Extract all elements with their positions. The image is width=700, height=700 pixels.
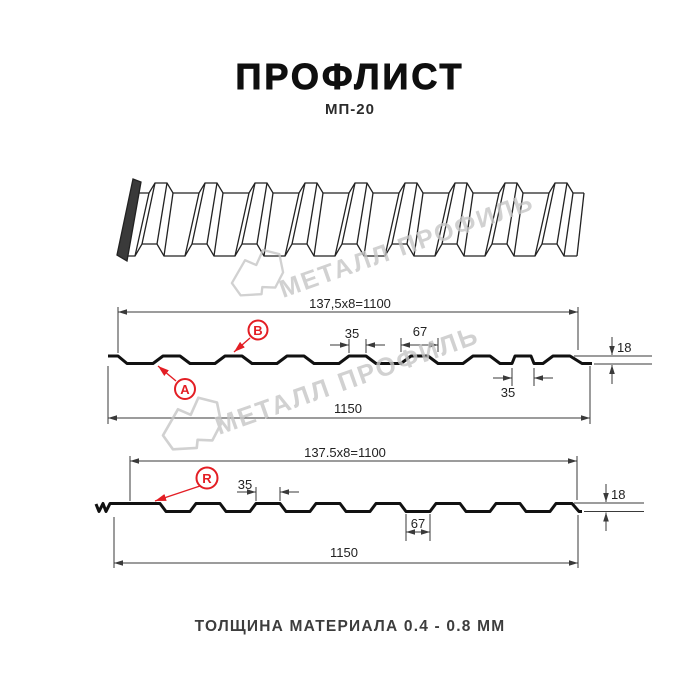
sheet-near-edge-silhouette [124,243,577,257]
dim-height-top: 18 [617,340,631,355]
sheet-rib-edge [284,192,300,257]
sheet-rib-edge [513,192,524,257]
sheet-rib-edge [356,182,368,245]
sheet-rib-edge [491,182,506,245]
material-thickness-caption: ТОЛЩИНА МАТЕРИАЛА 0.4 - 0.8 ММ [194,618,506,635]
label-r-leader [154,485,201,502]
dim-module-bottom: 137.5x8=1100 [304,445,386,460]
sheet-rib-edge [306,182,318,245]
label-b-leader [233,337,251,353]
sheet-rib-edge [184,192,200,257]
label-a: A [180,382,190,397]
page-title: ПРОФЛИСТ [235,56,465,98]
sheet-rib-edge [134,192,150,257]
sheet-rib-edge [291,182,306,245]
dim-valley-bottom: 67 [411,516,425,531]
sheet-rib-edge [156,182,168,245]
sheet-rib-edge [434,192,450,257]
profile-bottom-outline [94,502,582,513]
dim-module-top: 137,5x8=1100 [309,296,391,311]
dim-total-bottom: 1150 [330,545,358,560]
dim-total-top: 1150 [334,401,362,416]
sheet-rib-edge [556,182,568,245]
profile-top-dim-lines [107,307,652,424]
sheet-rib-edge [384,192,400,257]
label-b-circle [247,319,269,341]
sheet-rib-edge [213,192,224,257]
sheet-right-end-edge [576,192,585,257]
profile-section-bottom: 137.5x8=1100 1150 35 67 18 R [94,445,644,568]
dim-crest-bottom: 35 [238,477,252,492]
sheet-rib-edge [256,182,268,245]
sheet-rib-edge [534,192,550,257]
label-a-leader [157,365,177,382]
profile-top-outline [108,354,592,365]
sheet-rib-edge [191,182,206,245]
sheet-3d-view [116,178,585,263]
profile-top-annotations: 137,5x8=1100 1150 35 67 18 35 A B [157,296,631,416]
sheet-rib-edge [241,182,256,245]
label-r-circle [195,466,219,490]
label-b: B [253,323,262,338]
sheet-rib-edge [506,182,518,245]
sheet-far-edge-silhouette [137,182,584,194]
profile-section-top [107,307,652,424]
watermark-2: МЕТАЛЛ ПРОФИЛЬ [157,320,483,454]
sheet-rib-edge [406,182,418,245]
sheet-rib-edge [441,182,456,245]
sheet-rib-edge [563,192,574,257]
sheet-rib-edge [334,192,350,257]
sheet-rib-edge [413,192,424,257]
label-a-circle [174,378,196,400]
dim-rib-base-top: 67 [413,324,427,339]
sheet-rib-edge [391,182,406,245]
sheet-rib-edge [456,182,468,245]
dim-crest-top: 35 [345,326,359,341]
dim-height-bottom: 18 [611,487,625,502]
sheet-rib-edge [263,192,274,257]
sheet-rib-edge [234,192,250,257]
label-r: R [202,471,212,486]
sheet-cut-edge [116,178,142,263]
profile-bottom-dim-lines [113,456,644,568]
sheet-rib-edge [363,192,374,257]
sheet-rib-edge [141,182,156,245]
dim-groove-top: 35 [501,385,515,400]
sheet-rib-edge [163,192,174,257]
sheet-rib-edge [313,192,324,257]
sheet-rib-edge [206,182,218,245]
sheet-rib-edge [484,192,500,257]
sheet-rib-edge [341,182,356,245]
page-subtitle: МП-20 [325,101,375,118]
sheet-rib-edge [463,192,474,257]
sheet-rib-edge [541,182,556,245]
